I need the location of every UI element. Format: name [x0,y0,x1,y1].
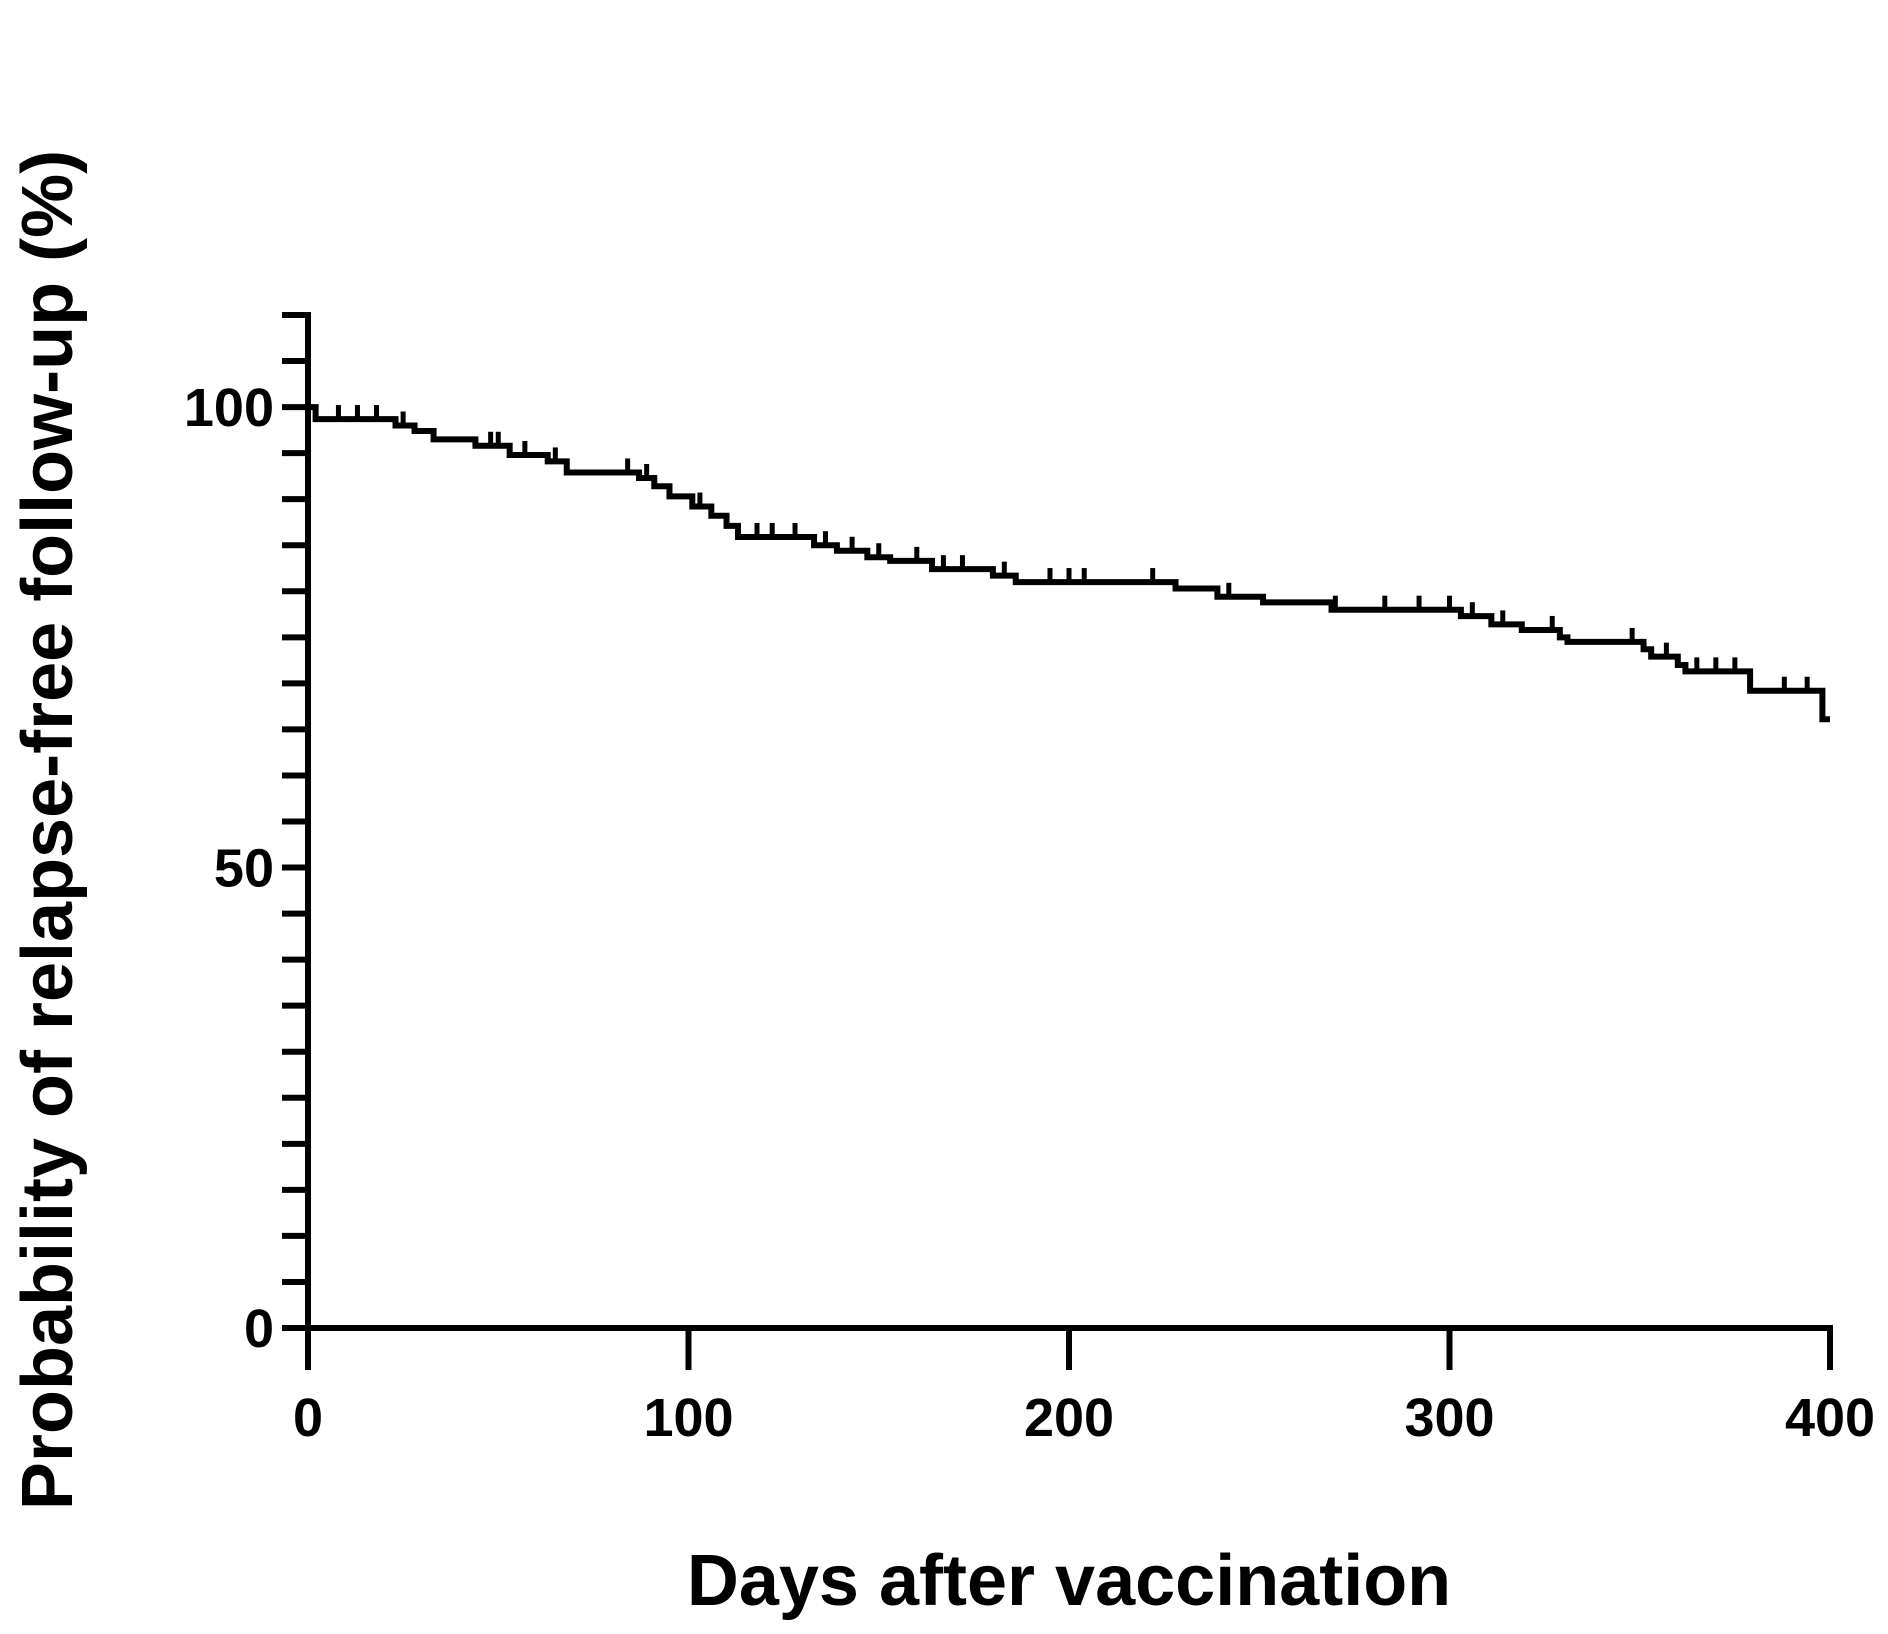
x-tick-label: 100 [643,1388,733,1448]
x-tick-label: 200 [1024,1388,1114,1448]
x-axis-title: Days after vaccination [687,1541,1451,1621]
y-tick-label: 50 [214,839,274,899]
survival-curve [308,404,1830,723]
x-tick-label: 300 [1404,1388,1494,1448]
x-tick-label: 0 [293,1388,323,1448]
x-tick-label: 400 [1785,1388,1875,1448]
y-axis-title: Probability of relapse-free follow-up (%… [8,150,88,1510]
y-tick-label: 100 [184,378,274,438]
y-tick-label: 0 [244,1299,274,1359]
